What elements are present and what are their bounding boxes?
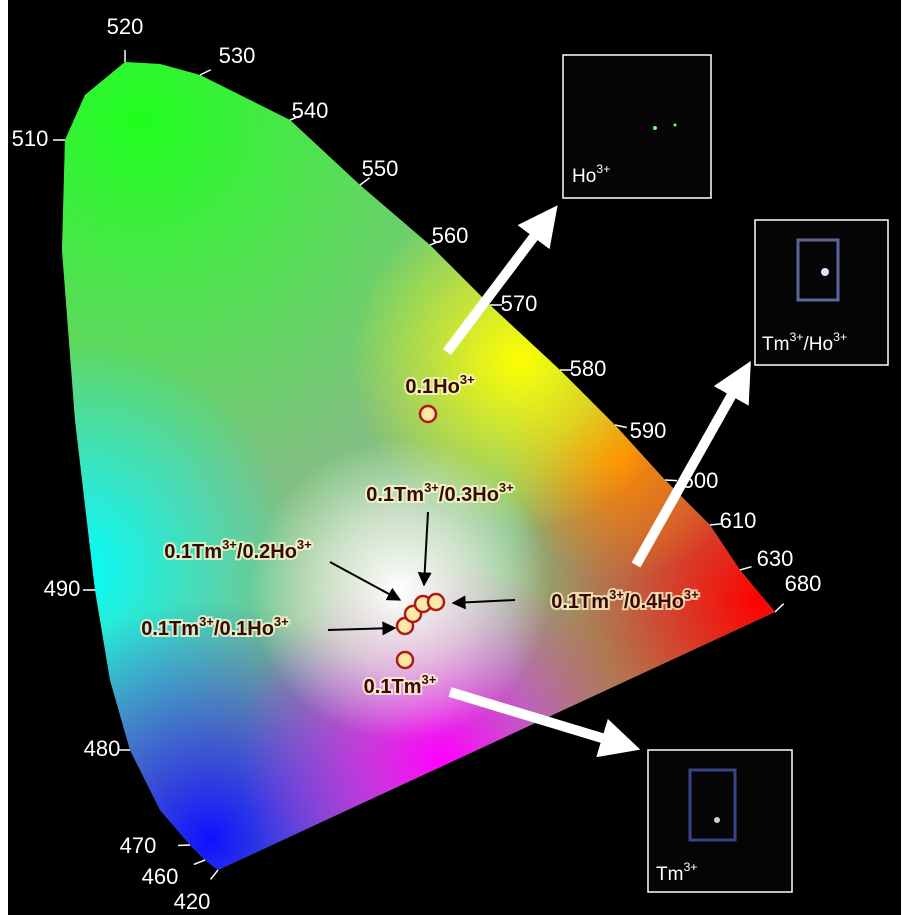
wavelength-label: 680: [785, 571, 822, 596]
wavelength-label: 630: [757, 546, 794, 571]
superscript: 3+: [789, 330, 803, 344]
superscript: 3+: [596, 162, 610, 176]
locus-tick: [199, 69, 212, 76]
text-part: 0.1Tm: [364, 676, 422, 698]
sample-label: 0.1Ho3+: [405, 372, 475, 398]
wavelength-label: 520: [107, 14, 144, 39]
superscript: 3+: [222, 537, 237, 552]
text-part: 0.1Ho: [405, 376, 459, 398]
sample-label: 0.1Tm3+/0.4Ho3+: [551, 587, 699, 613]
superscript: 3+: [421, 672, 436, 687]
text-part: 0.1Tm: [164, 541, 222, 563]
locus-tick: [774, 603, 785, 613]
text-part: 0.1Tm: [551, 591, 609, 613]
text-part: /0.4Ho: [624, 591, 684, 613]
wavelength-label: 600: [682, 468, 719, 493]
wavelength-label: 580: [570, 356, 607, 381]
wavelength-label: 560: [432, 223, 469, 248]
text-part: Ho: [572, 166, 596, 187]
pointer-arrows: [327, 511, 516, 636]
inset-images: [562, 54, 889, 893]
text-part: Tm: [762, 334, 789, 355]
wavelength-label: 570: [501, 291, 538, 316]
inset-label: Tm3+: [656, 860, 698, 885]
wavelength-label: 510: [12, 126, 49, 151]
sample-label: 0.1Tm3+/0.3Ho3+: [366, 480, 514, 506]
locus-tick: [739, 565, 752, 571]
wavelength-label: 490: [44, 576, 81, 601]
superscript: 3+: [199, 614, 214, 629]
superscript: 3+: [609, 587, 624, 602]
sample-label: 0.1Tm3+/0.2Ho3+: [164, 537, 312, 563]
superscript: 3+: [460, 372, 475, 387]
text-part: 0.1Tm: [141, 618, 199, 640]
wavelength-label: 480: [84, 736, 121, 761]
locus-tick: [429, 239, 442, 246]
text-part: 0.1Tm: [366, 484, 424, 506]
wavelength-label: 610: [720, 508, 757, 533]
wavelength-label: 540: [292, 98, 329, 123]
superscript: 3+: [833, 330, 847, 344]
sample-label: 0.1Tm3+: [364, 672, 437, 698]
wavelength-label: 550: [362, 156, 399, 181]
inset-label: Ho3+: [572, 162, 610, 187]
text-part: /0.2Ho: [237, 541, 297, 563]
locus-tick: [614, 424, 627, 429]
inset-label: Tm3+/Ho3+: [762, 330, 847, 355]
locus-tick: [359, 177, 371, 186]
text-part: /Ho: [804, 334, 834, 355]
superscript: 3+: [297, 537, 312, 552]
text-part: /0.3Ho: [439, 484, 499, 506]
sample-points: [395, 404, 446, 670]
superscript: 3+: [499, 480, 514, 495]
locus-tick: [209, 869, 219, 880]
locus-tick: [664, 479, 678, 482]
text-part: /0.1Ho: [214, 618, 274, 640]
locus-tick: [289, 114, 302, 121]
text-part: Tm: [656, 864, 683, 885]
superscript: 3+: [424, 480, 439, 495]
sample-label: 0.1Tm3+/0.1Ho3+: [141, 614, 289, 640]
superscript: 3+: [684, 587, 699, 602]
white-arrows: [443, 205, 751, 758]
wavelength-label: 470: [120, 833, 157, 858]
locus-tick: [709, 522, 723, 526]
superscript: 3+: [683, 860, 697, 874]
wavelength-label: 590: [630, 418, 667, 443]
locus-tick: [193, 859, 206, 866]
wavelength-label: 420: [174, 889, 211, 914]
wavelength-label: 530: [219, 43, 256, 68]
wavelength-label: 460: [142, 864, 179, 889]
superscript: 3+: [274, 614, 289, 629]
